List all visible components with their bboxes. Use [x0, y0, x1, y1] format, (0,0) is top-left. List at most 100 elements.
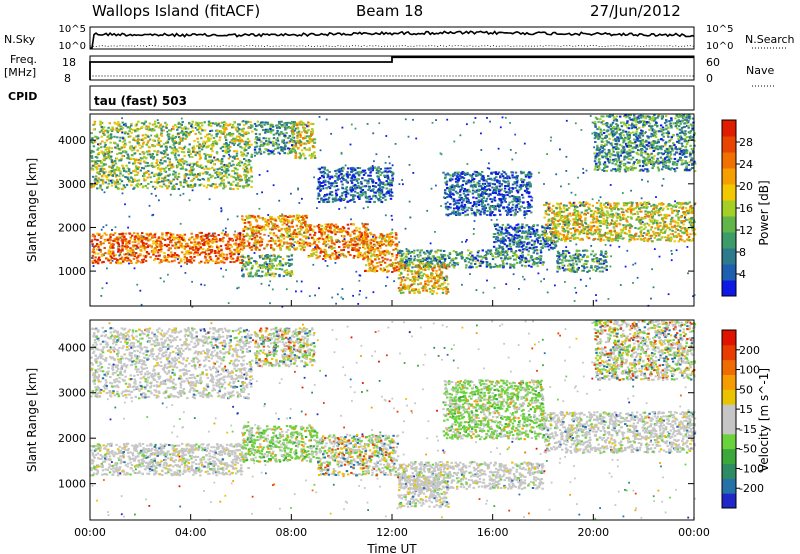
- heatmap-cell: [457, 185, 461, 188]
- heatmap-cell: [382, 270, 385, 273]
- heatmap-cell: [460, 197, 463, 200]
- heatmap-cell: [495, 187, 499, 190]
- heatmap-cell: [517, 196, 520, 199]
- heatmap-cell: [332, 224, 335, 227]
- heatmap-cell: [196, 165, 199, 167]
- heatmap-cell: [229, 255, 233, 258]
- heatmap-cell: [278, 127, 281, 129]
- heatmap-cell: [209, 155, 212, 158]
- heatmap-cell: [175, 166, 179, 169]
- heatmap-cell: [314, 231, 317, 234]
- heatmap-cell: [468, 190, 472, 193]
- heatmap-cell: [151, 164, 154, 167]
- heatmap-cell: [491, 254, 494, 257]
- heatmap-cell: [134, 169, 137, 172]
- heatmap-cell: [154, 257, 157, 260]
- heatmap-cell: [422, 289, 425, 292]
- heatmap-cell: [436, 262, 439, 265]
- heatmap-cell: [457, 179, 460, 182]
- heatmap-cell: [387, 236, 390, 238]
- heatmap-cell: [400, 254, 403, 257]
- heatmap-cell: [142, 244, 145, 247]
- heatmap-cell: [298, 242, 301, 245]
- heatmap-cell: [289, 148, 293, 151]
- heatmap-cell: [289, 238, 292, 241]
- heatmap-cell: [191, 156, 194, 158]
- heatmap-cell: [486, 261, 489, 264]
- heatmap-cell: [413, 282, 416, 285]
- heatmap-cell: [176, 165, 180, 168]
- heatmap-cell: [425, 274, 428, 277]
- heatmap-cell: [499, 198, 503, 201]
- heatmap-cell: [244, 235, 248, 238]
- heatmap-cell: [510, 250, 513, 253]
- heatmap-cell: [498, 209, 501, 212]
- heatmap-cell: [250, 170, 253, 173]
- heatmap-cell: [98, 173, 101, 176]
- heatmap-cell: [147, 170, 150, 173]
- heatmap-cell: [499, 265, 502, 268]
- heatmap-cell: [403, 286, 406, 289]
- heatmap-cell: [161, 245, 164, 247]
- heatmap-cell: [180, 236, 183, 239]
- heatmap-cell: [347, 252, 351, 255]
- heatmap-cell: [125, 253, 128, 256]
- heatmap-cell: [232, 170, 236, 173]
- heatmap-cell: [171, 188, 174, 190]
- heatmap-cell: [226, 245, 230, 248]
- heatmap-cell: [137, 161, 140, 164]
- heatmap-cell: [168, 136, 172, 139]
- heatmap-cell: [158, 185, 162, 188]
- heatmap-cell: [448, 253, 452, 256]
- heatmap-cell: [294, 157, 297, 159]
- heatmap-cell: [126, 126, 129, 129]
- heatmap-cell: [242, 230, 245, 232]
- heatmap-cell: [96, 136, 99, 139]
- heatmap-cell: [129, 128, 133, 130]
- heatmap-cell: [301, 216, 305, 219]
- heatmap-cell: [403, 264, 406, 267]
- heatmap-cell: [397, 251, 400, 254]
- heatmap-cell: [233, 121, 236, 124]
- heatmap-cell: [521, 193, 524, 196]
- heatmap-cell: [195, 250, 199, 253]
- heatmap-cell: [162, 149, 166, 152]
- heatmap-cell: [205, 140, 209, 143]
- heatmap-cell: [217, 159, 221, 162]
- heatmap-cell: [123, 238, 126, 241]
- heatmap-cell: [113, 172, 117, 175]
- heatmap-cell: [374, 236, 378, 239]
- heatmap-cell: [402, 283, 406, 286]
- heatmap-cell: [471, 254, 474, 257]
- heatmap-cell: [193, 252, 196, 255]
- heatmap-cell: [240, 128, 243, 131]
- heatmap-cell: [428, 265, 431, 268]
- heatmap-cell: [550, 233, 553, 236]
- heatmap-cell: [321, 230, 324, 233]
- heatmap-cell: [309, 122, 313, 125]
- heatmap-cell: [236, 248, 239, 251]
- heatmap-cell: [116, 123, 119, 126]
- heatmap-cell: [231, 169, 234, 172]
- heatmap-cell: [100, 174, 104, 177]
- heatmap-cell: [195, 121, 198, 124]
- heatmap-cell: [234, 239, 238, 242]
- heatmap-cell: [332, 242, 335, 245]
- heatmap-cell: [214, 261, 217, 263]
- heatmap-cell: [482, 179, 485, 182]
- heatmap-cell: [160, 135, 164, 137]
- heatmap-cell: [522, 260, 525, 263]
- heatmap-cell: [239, 245, 242, 248]
- heatmap-cell: [246, 141, 249, 144]
- heatmap-cell: [291, 218, 294, 221]
- heatmap-cell: [208, 257, 211, 260]
- heatmap-cell: [347, 251, 350, 253]
- heatmap-cell: [256, 224, 259, 227]
- heatmap-cell: [416, 249, 419, 252]
- heatmap-cell: [247, 221, 250, 224]
- heatmap-cell: [267, 130, 270, 133]
- heatmap-cell: [214, 252, 217, 255]
- heatmap-cell: [355, 226, 358, 229]
- heatmap-cell: [134, 139, 137, 142]
